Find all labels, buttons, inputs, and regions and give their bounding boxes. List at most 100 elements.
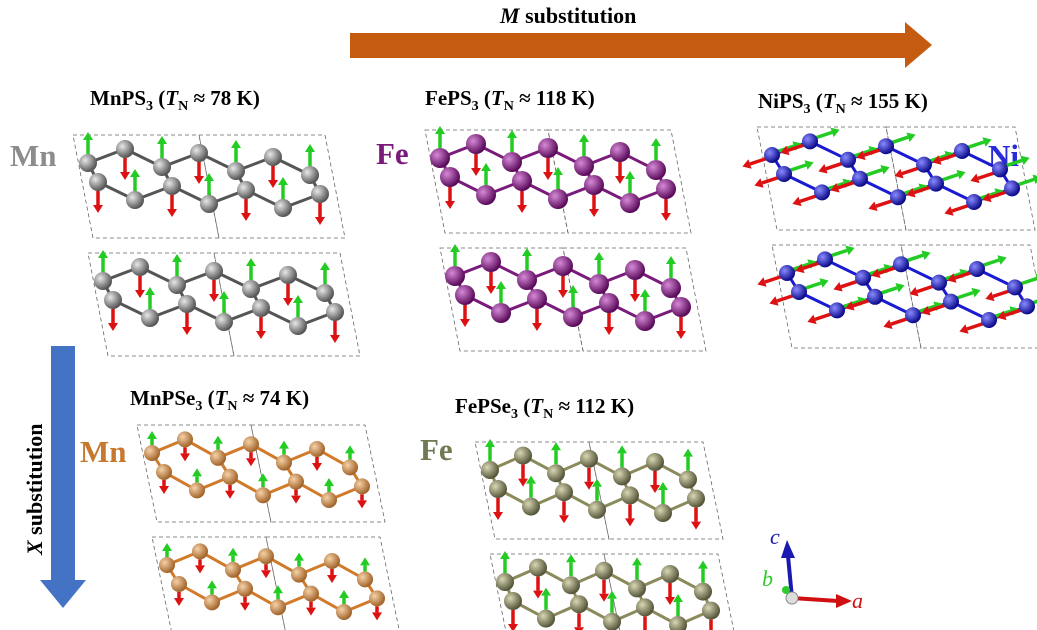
atom bbox=[574, 156, 594, 176]
spin-arrow-head bbox=[551, 442, 561, 450]
panel-title: MnPSe3 (TN ≈ 74 K) bbox=[130, 386, 309, 414]
atom bbox=[192, 543, 208, 559]
title-part: 3 bbox=[472, 99, 479, 114]
spin-arrow-head bbox=[330, 335, 340, 343]
title-part: MnPS bbox=[90, 86, 146, 110]
spin-arrow-head bbox=[145, 287, 155, 295]
atom bbox=[430, 148, 450, 168]
atom bbox=[190, 144, 208, 162]
spin-arrow-head bbox=[445, 201, 455, 209]
atom bbox=[94, 272, 112, 290]
atom bbox=[802, 133, 818, 149]
title-part: FePS bbox=[425, 86, 472, 110]
spin-arrow-head bbox=[496, 281, 506, 289]
atom bbox=[316, 284, 334, 302]
x-arrow-body bbox=[51, 346, 75, 580]
atom bbox=[289, 317, 307, 335]
atom bbox=[966, 194, 982, 210]
atom bbox=[502, 152, 522, 172]
atom bbox=[928, 176, 944, 192]
spin-arrow-head bbox=[559, 515, 569, 523]
spin-arrow-head bbox=[306, 608, 316, 616]
atom bbox=[104, 291, 122, 309]
spin-arrow-head bbox=[279, 441, 289, 449]
axis-label: b bbox=[762, 566, 773, 591]
atom bbox=[547, 464, 565, 482]
spin-arrow-head bbox=[246, 258, 256, 266]
spin-arrow-head bbox=[532, 323, 542, 331]
atom bbox=[237, 581, 253, 597]
atom bbox=[537, 610, 555, 628]
m-arrow-label: M substitution bbox=[499, 3, 636, 28]
atom bbox=[504, 592, 522, 610]
spin-arrow-head bbox=[507, 130, 517, 138]
atom bbox=[1007, 279, 1023, 295]
atom bbox=[445, 266, 465, 286]
atom bbox=[661, 278, 681, 298]
atom bbox=[309, 441, 325, 457]
spin-arrow-head bbox=[167, 209, 177, 217]
spin-arrow-head bbox=[312, 463, 322, 471]
unit-cell bbox=[251, 425, 385, 522]
atom bbox=[570, 595, 588, 613]
spin-arrow-head bbox=[283, 298, 293, 306]
axis-label: a bbox=[852, 588, 863, 613]
spin-arrow-head bbox=[273, 585, 283, 593]
spin-arrow-head bbox=[658, 482, 668, 490]
title-part: ≈ 78 K) bbox=[188, 86, 260, 110]
atom bbox=[177, 431, 193, 447]
atom bbox=[661, 565, 679, 583]
x-text: substitution bbox=[22, 424, 47, 541]
panel-title: NiPS3 (TN ≈ 155 K) bbox=[758, 89, 928, 117]
spin-arrow-head bbox=[584, 482, 594, 490]
atom bbox=[1019, 298, 1035, 314]
atom bbox=[588, 501, 606, 519]
atom bbox=[131, 258, 149, 276]
atom bbox=[168, 276, 186, 294]
atom bbox=[163, 177, 181, 195]
atom bbox=[584, 175, 604, 195]
spin-arrow-head bbox=[130, 169, 140, 177]
spin-arrow-head bbox=[256, 331, 266, 339]
element-label: Mn bbox=[10, 138, 57, 173]
spin-arrow-head bbox=[599, 594, 609, 602]
title-part: N bbox=[543, 407, 553, 422]
atom bbox=[654, 504, 672, 522]
atom bbox=[779, 265, 795, 281]
spin-arrow-head bbox=[345, 445, 355, 453]
atom bbox=[969, 261, 985, 277]
atom bbox=[288, 474, 304, 490]
spin-arrow-head bbox=[541, 588, 551, 596]
axis-label: c bbox=[770, 524, 780, 549]
spin-arrow-head bbox=[240, 603, 250, 611]
atom bbox=[829, 302, 845, 318]
atom bbox=[514, 447, 532, 465]
spin-arrow-head bbox=[360, 557, 370, 565]
spin-arrow-head bbox=[517, 205, 527, 213]
atom bbox=[893, 256, 909, 272]
spin-arrow-head bbox=[327, 575, 337, 583]
spin-arrow-head bbox=[661, 213, 671, 221]
spin-arrow-head bbox=[698, 561, 708, 569]
spin-arrow-head bbox=[278, 177, 288, 185]
spin-arrow-head bbox=[481, 163, 491, 171]
atom bbox=[563, 307, 583, 327]
spin-arrow-head bbox=[460, 319, 470, 327]
atom bbox=[595, 562, 613, 580]
atom bbox=[303, 586, 319, 602]
atom bbox=[276, 455, 292, 471]
atom bbox=[496, 573, 514, 591]
atom bbox=[274, 199, 292, 217]
title-part: ≈ 155 K) bbox=[846, 89, 928, 113]
title-part: NiPS bbox=[758, 89, 804, 113]
spin-arrow-head bbox=[615, 176, 625, 184]
spin-arrow-head bbox=[617, 445, 627, 453]
spin-arrow-head bbox=[162, 543, 172, 551]
atom bbox=[1004, 180, 1020, 196]
title-part: ≈ 118 K) bbox=[514, 86, 595, 110]
spin-arrow-head bbox=[246, 458, 256, 466]
atom bbox=[694, 583, 712, 601]
spin-arrow-head bbox=[543, 172, 553, 180]
spin-arrow-head bbox=[533, 591, 543, 599]
atom bbox=[679, 471, 697, 489]
